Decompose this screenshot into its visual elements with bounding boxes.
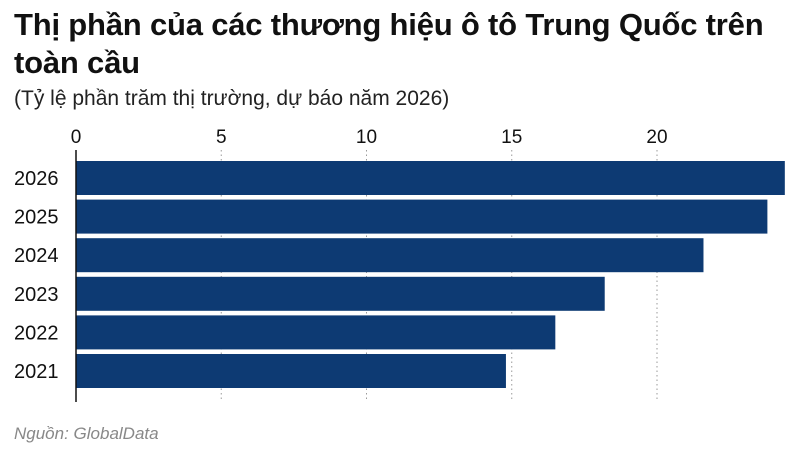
x-tick-label: 10 xyxy=(356,127,377,148)
y-axis-labels: 2026 2025 2024 2023 2022 2021 xyxy=(14,168,59,383)
bar xyxy=(76,199,768,234)
category-label: 2025 xyxy=(14,207,59,229)
bars xyxy=(76,161,785,388)
chart-title: Thị phần của các thương hiệu ô tô Trung … xyxy=(14,7,764,80)
bar xyxy=(76,354,506,388)
category-label: 2021 xyxy=(14,361,59,383)
x-axis-ticks: 0 5 10 15 20 xyxy=(71,127,668,148)
x-tick-label: 20 xyxy=(646,127,667,148)
category-label: 2024 xyxy=(14,245,59,267)
category-label: 2023 xyxy=(14,284,59,306)
x-tick-label: 0 xyxy=(71,127,82,148)
category-label: 2022 xyxy=(14,322,59,344)
x-tick-label: 15 xyxy=(501,127,522,148)
bar xyxy=(76,238,704,273)
source-note: Nguồn: GlobalData xyxy=(14,424,159,443)
x-tick-label: 5 xyxy=(216,127,227,148)
bar xyxy=(76,161,785,195)
bar xyxy=(76,276,605,311)
chart-subtitle: (Tỷ lệ phần trăm thị trường, dự báo năm … xyxy=(14,87,450,110)
bar xyxy=(76,315,556,350)
category-label: 2026 xyxy=(14,168,59,190)
